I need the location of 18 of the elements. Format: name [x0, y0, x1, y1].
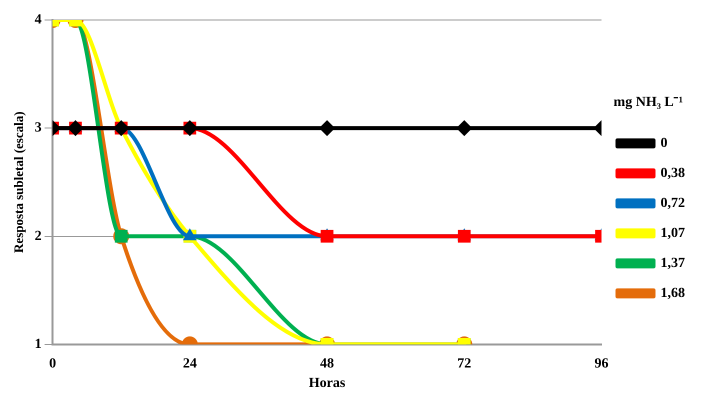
- x-tick-label: 72: [457, 356, 472, 372]
- x-tick-label: 96: [594, 356, 608, 372]
- y-tick-label: 3: [34, 120, 42, 136]
- y-tick-label: 4: [34, 12, 42, 28]
- x-axis-title: Horas: [308, 376, 346, 392]
- y-axis-title: Resposta subletal (escala): [11, 111, 26, 253]
- legend-label: 0,72: [660, 196, 685, 212]
- legend-label: 1,07: [660, 226, 685, 242]
- legend-title: mg NH₃ L⁻¹: [614, 95, 683, 110]
- x-tick-label: 0: [49, 356, 56, 372]
- x-tick-label: 48: [320, 356, 334, 372]
- legend-label: 0,38: [660, 166, 685, 182]
- y-tick-label: 1: [34, 337, 42, 352]
- legend-label: 1,68: [660, 286, 685, 302]
- x-tick-label: 24: [182, 356, 197, 372]
- legend-label: 0: [660, 136, 668, 152]
- legend-label: 1,37: [660, 256, 685, 272]
- y-tick-label: 2: [34, 228, 42, 244]
